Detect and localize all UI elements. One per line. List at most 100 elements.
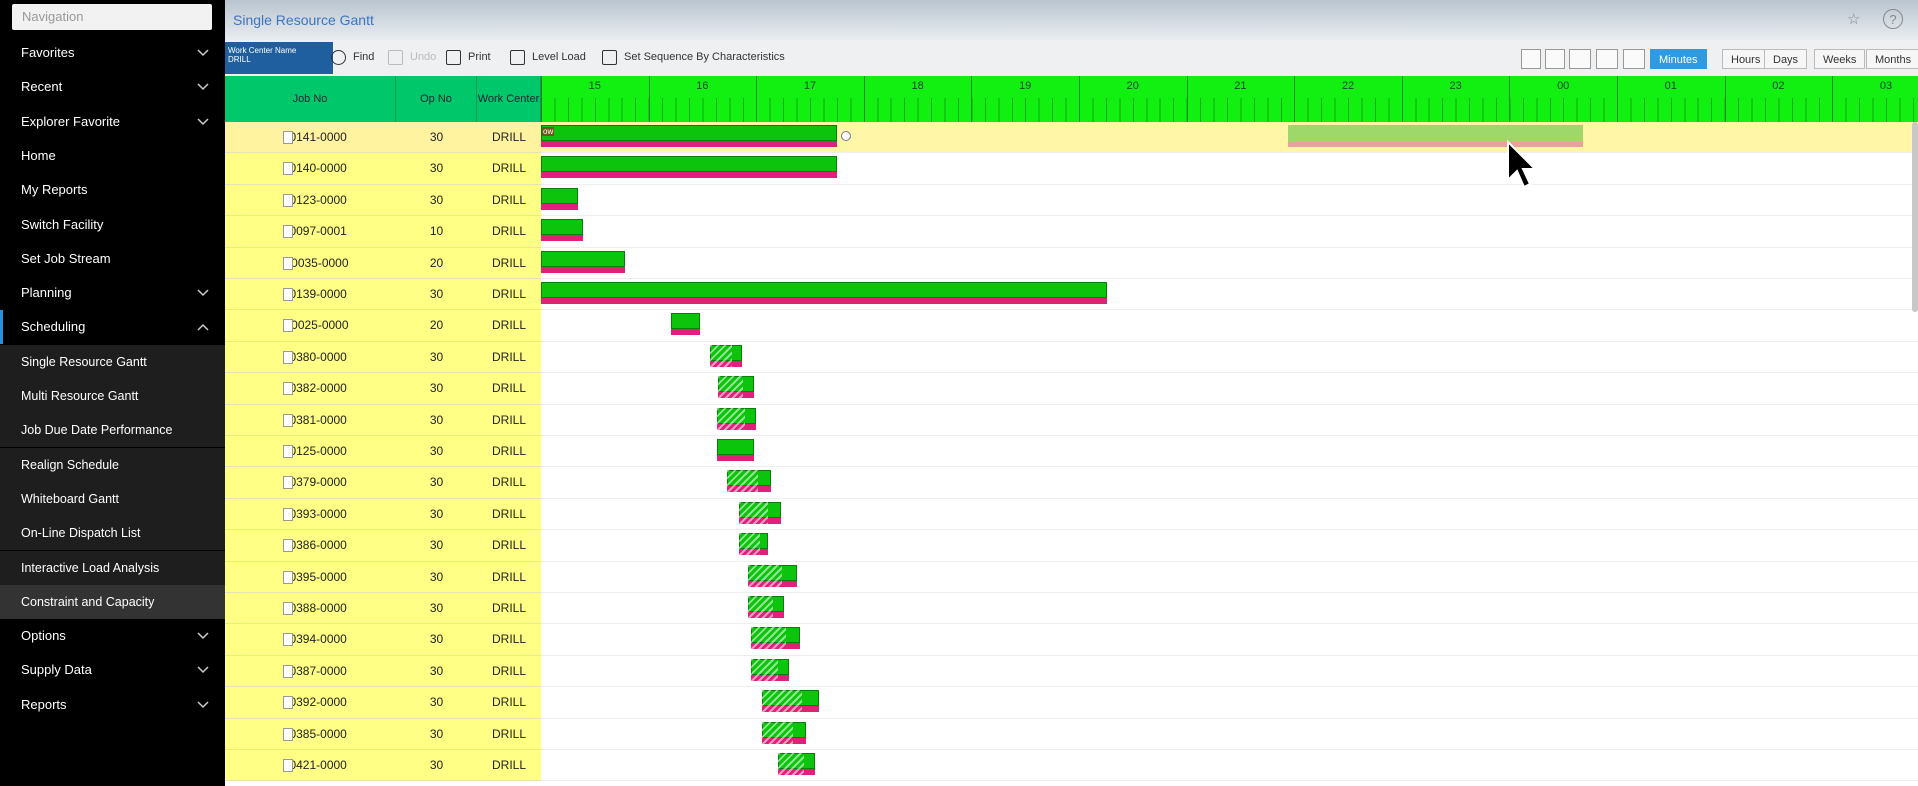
- cell[interactable]: DRILL: [477, 279, 541, 311]
- submenu-item[interactable]: Interactive Load Analysis: [0, 550, 225, 585]
- cell[interactable]: DRILL: [477, 153, 541, 185]
- nav-next[interactable]: [1545, 49, 1565, 69]
- cell[interactable]: 30: [396, 687, 477, 719]
- cell[interactable]: I0393-0000: [225, 498, 396, 531]
- cell[interactable]: DRILL: [477, 593, 541, 625]
- view-button[interactable]: Days: [1764, 49, 1808, 69]
- cell[interactable]: 30: [396, 530, 477, 562]
- cell[interactable]: DRILL: [477, 373, 541, 405]
- menu-item[interactable]: Favorites: [21, 45, 75, 60]
- star-icon[interactable]: ☆: [1847, 11, 1861, 28]
- cell[interactable]: 30: [396, 498, 477, 531]
- menu-section[interactable]: Scheduling: [21, 319, 86, 335]
- cell[interactable]: 10: [396, 216, 477, 248]
- view-button[interactable]: Weeks: [1814, 49, 1866, 69]
- cell[interactable]: DRILL: [477, 718, 541, 750]
- action-button[interactable]: Find: [353, 51, 375, 63]
- work-center-select[interactable]: Work Center Name DRILL: [225, 42, 333, 74]
- cell[interactable]: 30: [396, 655, 477, 688]
- view-button[interactable]: Months: [1866, 49, 1918, 69]
- cell[interactable]: I0097-0001: [225, 216, 396, 248]
- cell[interactable]: DRILL: [477, 687, 541, 719]
- submenu-item[interactable]: Multi Resource Gantt: [0, 379, 225, 413]
- view-button[interactable]: Minutes: [1650, 49, 1707, 69]
- menu-item[interactable]: Home: [21, 147, 56, 163]
- cell[interactable]: 00035-0000: [225, 247, 396, 279]
- cell[interactable]: I0395-0000: [225, 561, 396, 593]
- cell[interactable]: 30: [396, 184, 477, 217]
- menu-item[interactable]: Planning: [21, 285, 72, 301]
- menu-item[interactable]: Switch Facility: [21, 216, 104, 232]
- cell[interactable]: I0382-0000: [225, 373, 396, 405]
- action-button[interactable]: Print: [468, 51, 491, 63]
- menu-item[interactable]: My Reports: [21, 182, 88, 198]
- menu-item[interactable]: Options: [21, 628, 66, 644]
- menu-item[interactable]: Set Job Stream: [21, 250, 111, 266]
- submenu-item[interactable]: On-Line Dispatch List: [0, 516, 225, 551]
- cell[interactable]: DRILL: [477, 247, 541, 279]
- cell[interactable]: I0139-0000: [225, 279, 396, 311]
- submenu-item[interactable]: Realign Schedule: [0, 447, 225, 482]
- cell[interactable]: 30: [396, 373, 477, 405]
- cell[interactable]: DRILL: [477, 655, 541, 688]
- submenu-item[interactable]: Single Resource Gantt: [0, 344, 225, 379]
- menu-item[interactable]: Explorer Favorite: [21, 113, 120, 129]
- cell[interactable]: I0380-0000: [225, 341, 396, 374]
- cell[interactable]: DRILL: [477, 122, 541, 154]
- menu-item[interactable]: Recent: [21, 79, 63, 95]
- cell[interactable]: 30: [396, 593, 477, 625]
- cell[interactable]: I0421-0000: [225, 750, 396, 782]
- cell[interactable]: DRILL: [477, 561, 541, 593]
- cell[interactable]: I0392-0000: [225, 687, 396, 719]
- cell[interactable]: I0379-0000: [225, 467, 396, 499]
- view-button[interactable]: Hours: [1722, 49, 1770, 69]
- cell[interactable]: 30: [396, 436, 477, 468]
- cell[interactable]: I0386-0000: [225, 530, 396, 562]
- cell[interactable]: 30: [396, 561, 477, 593]
- search-box[interactable]: Navigation: [12, 4, 212, 30]
- cell[interactable]: I0388-0000: [225, 593, 396, 625]
- submenu-item[interactable]: Job Due Date Performance: [0, 413, 225, 448]
- action-button[interactable]: Set Sequence By Characteristics: [624, 51, 785, 63]
- action-button[interactable]: Level Load: [532, 51, 586, 63]
- cell[interactable]: 30: [396, 750, 477, 782]
- cell[interactable]: 20: [396, 247, 477, 279]
- zoom-reset[interactable]: [1623, 49, 1645, 69]
- menu-item[interactable]: Reports: [21, 696, 67, 712]
- zoom-out[interactable]: [1596, 49, 1618, 69]
- cell[interactable]: I0125-0000: [225, 436, 396, 468]
- cell[interactable]: I0385-0000: [225, 718, 396, 750]
- cell[interactable]: I0381-0000: [225, 404, 396, 436]
- cell[interactable]: DRILL: [477, 310, 541, 342]
- cell[interactable]: 20: [396, 310, 477, 342]
- cell[interactable]: 30: [396, 718, 477, 750]
- zoom-in[interactable]: [1569, 49, 1591, 69]
- cell[interactable]: DRILL: [477, 498, 541, 531]
- cell[interactable]: 30: [396, 153, 477, 185]
- cell[interactable]: 30: [396, 404, 477, 436]
- cell[interactable]: I0140-0000: [225, 153, 396, 185]
- cell[interactable]: 30: [396, 624, 477, 656]
- action-button[interactable]: Undo: [410, 51, 437, 63]
- nav-prev[interactable]: [1521, 49, 1541, 69]
- cell[interactable]: DRILL: [477, 216, 541, 248]
- cell[interactable]: I0387-0000: [225, 655, 396, 688]
- cell[interactable]: I0141-0000: [225, 122, 396, 154]
- cell[interactable]: 30: [396, 279, 477, 311]
- cell[interactable]: I0394-0000: [225, 624, 396, 656]
- cell[interactable]: I0123-0000: [225, 184, 396, 217]
- cell[interactable]: DRILL: [477, 467, 541, 499]
- cell[interactable]: DRILL: [477, 184, 541, 217]
- cell[interactable]: DRILL: [477, 750, 541, 782]
- cell[interactable]: DRILL: [477, 436, 541, 468]
- cell[interactable]: 00025-0000: [225, 310, 396, 342]
- cell[interactable]: DRILL: [477, 624, 541, 656]
- cell[interactable]: 30: [396, 122, 477, 154]
- cell[interactable]: DRILL: [477, 530, 541, 562]
- cell[interactable]: 30: [396, 341, 477, 374]
- menu-item[interactable]: Supply Data: [21, 662, 92, 678]
- submenu-item[interactable]: Constraint and Capacity: [0, 584, 225, 619]
- help-icon[interactable]: ?: [1883, 9, 1903, 29]
- cell[interactable]: DRILL: [477, 404, 541, 436]
- submenu-item[interactable]: Whiteboard Gantt: [0, 481, 225, 516]
